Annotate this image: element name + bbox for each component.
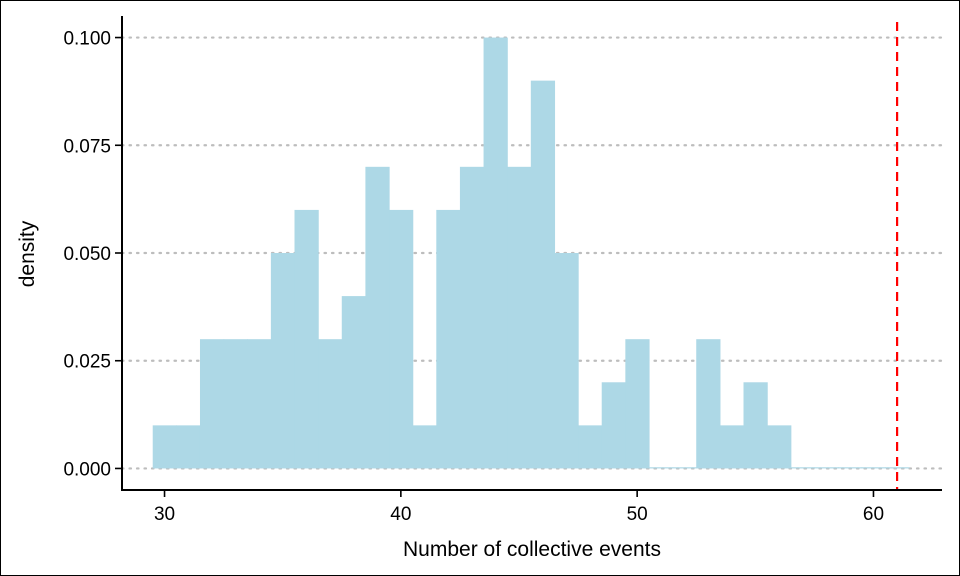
histogram-bar [790, 467, 815, 469]
histogram-bars [152, 37, 910, 469]
y-axis-ticks: 0.000 0.025 0.050 0.075 0.100 [63, 29, 122, 480]
histogram-bar [459, 166, 485, 469]
x-tick-label: 30 [154, 504, 175, 525]
histogram-bar [318, 339, 343, 469]
histogram-bar [341, 296, 367, 469]
histogram-bar [625, 339, 650, 469]
histogram-bar [672, 467, 697, 469]
histogram-bar [530, 80, 556, 469]
histogram-bar [507, 166, 532, 469]
x-axis-title: Number of collective events [403, 538, 661, 561]
histogram-bar [743, 382, 768, 469]
histogram-bar [578, 425, 603, 469]
histogram-bar [176, 425, 201, 469]
histogram-bar [861, 467, 886, 469]
histogram-bar [648, 467, 674, 469]
y-tick-label: 0.025 [63, 352, 111, 373]
histogram-bar [223, 339, 248, 469]
histogram-bar [885, 467, 910, 469]
x-tick-label: 60 [863, 504, 884, 525]
histogram-bar [767, 425, 792, 469]
y-axis-title: density [16, 220, 39, 287]
histogram-bar [838, 467, 863, 469]
y-tick-label: 0.000 [63, 459, 111, 480]
x-axis-ticks: 30 40 50 60 [154, 490, 884, 525]
histogram-bar [814, 467, 839, 469]
histogram-bar [152, 425, 177, 469]
y-tick-label: 0.100 [63, 29, 111, 50]
histogram-bar [436, 209, 461, 469]
x-tick-label: 50 [627, 504, 648, 525]
histogram-bar [412, 425, 437, 469]
histogram-bar [389, 209, 414, 469]
histogram-bar [294, 209, 319, 469]
histogram-bar [719, 425, 745, 469]
histogram-bar [696, 339, 721, 469]
histogram-bar [554, 253, 579, 469]
histogram-bar [365, 166, 390, 469]
histogram-bar [199, 339, 225, 469]
histogram-bar [483, 37, 508, 469]
histogram-bar [247, 339, 272, 469]
x-tick-label: 40 [390, 504, 411, 525]
y-tick-label: 0.050 [63, 244, 111, 265]
histogram-bar [270, 253, 296, 469]
y-tick-label: 0.075 [63, 136, 111, 157]
histogram-bar [601, 382, 626, 469]
